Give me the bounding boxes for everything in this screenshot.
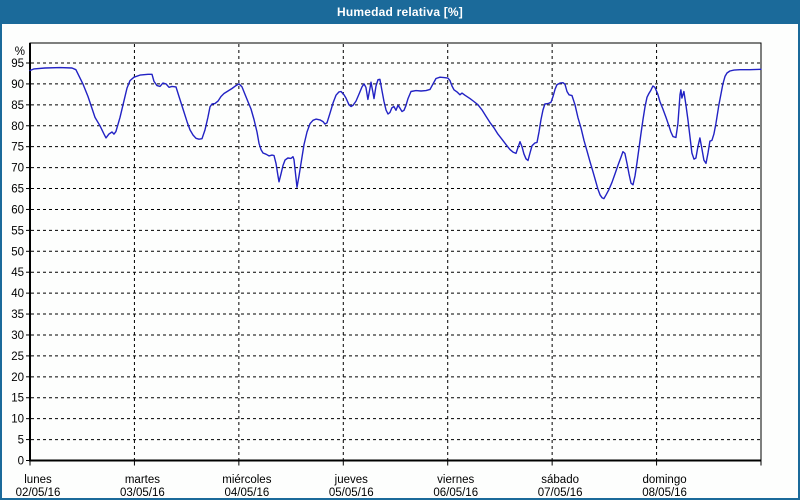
y-tick-label: 30: [11, 330, 24, 342]
humidity-series-line: [29, 66, 762, 200]
y-tick-label: 40: [11, 288, 24, 300]
y-tick-label: 5: [18, 435, 24, 447]
y-tick-label: 75: [11, 142, 24, 154]
y-tick-label: 90: [11, 79, 24, 91]
y-tick-label: 35: [11, 309, 24, 321]
y-tick-label: 60: [11, 204, 24, 216]
x-tick-day-label: viernes: [437, 474, 474, 486]
x-tick-date-label: 04/05/16: [224, 487, 269, 498]
x-tick-day-label: domingo: [643, 474, 687, 486]
title-bar: Humedad relativa [%]: [2, 2, 798, 24]
humidity-chart: 0 5 10 15 20 25 30 35 40 45 50 55 60 65 70 75 80 85 90 95% l…: [11, 42, 762, 498]
page-title: Humedad relativa [%]: [336, 5, 464, 19]
y-tick-label: 10: [11, 414, 24, 426]
x-tick-date-label: 02/05/16: [16, 487, 61, 498]
x-tick-date-label: 07/05/16: [538, 487, 583, 498]
y-tick-label: 70: [11, 163, 24, 175]
chart-container: 0 5 10 15 20 25 30 35 40 45 50 55 60 65 70 75 80 85 90 95% l…: [2, 24, 798, 498]
y-tick-label: 50: [11, 246, 24, 258]
x-tick-day-label: miércoles: [222, 474, 271, 486]
y-axis-unit-label: %: [15, 46, 25, 58]
x-tick-date-label: 03/05/16: [120, 487, 165, 498]
x-tick-day-label: jueves: [334, 474, 368, 486]
y-tick-label: 55: [11, 225, 24, 237]
y-tick-label: 95: [11, 58, 24, 70]
x-tick-day-label: martes: [125, 474, 160, 486]
x-tick-day-label: lunes: [24, 474, 52, 486]
y-tick-label: 15: [11, 393, 24, 405]
x-tick-date-label: 08/05/16: [642, 487, 687, 498]
y-tick-label: 0: [18, 456, 24, 468]
y-tick-label: 20: [11, 372, 24, 384]
y-tick-label: 80: [11, 121, 24, 133]
y-tick-label: 65: [11, 184, 24, 196]
y-tick-label: 45: [11, 267, 24, 279]
x-tick-day-label: sábado: [541, 474, 579, 486]
y-tick-label: 85: [11, 100, 24, 112]
x-tick-date-label: 06/05/16: [433, 487, 478, 498]
x-tick-date-label: 05/05/16: [329, 487, 374, 498]
y-tick-label: 25: [11, 351, 24, 363]
